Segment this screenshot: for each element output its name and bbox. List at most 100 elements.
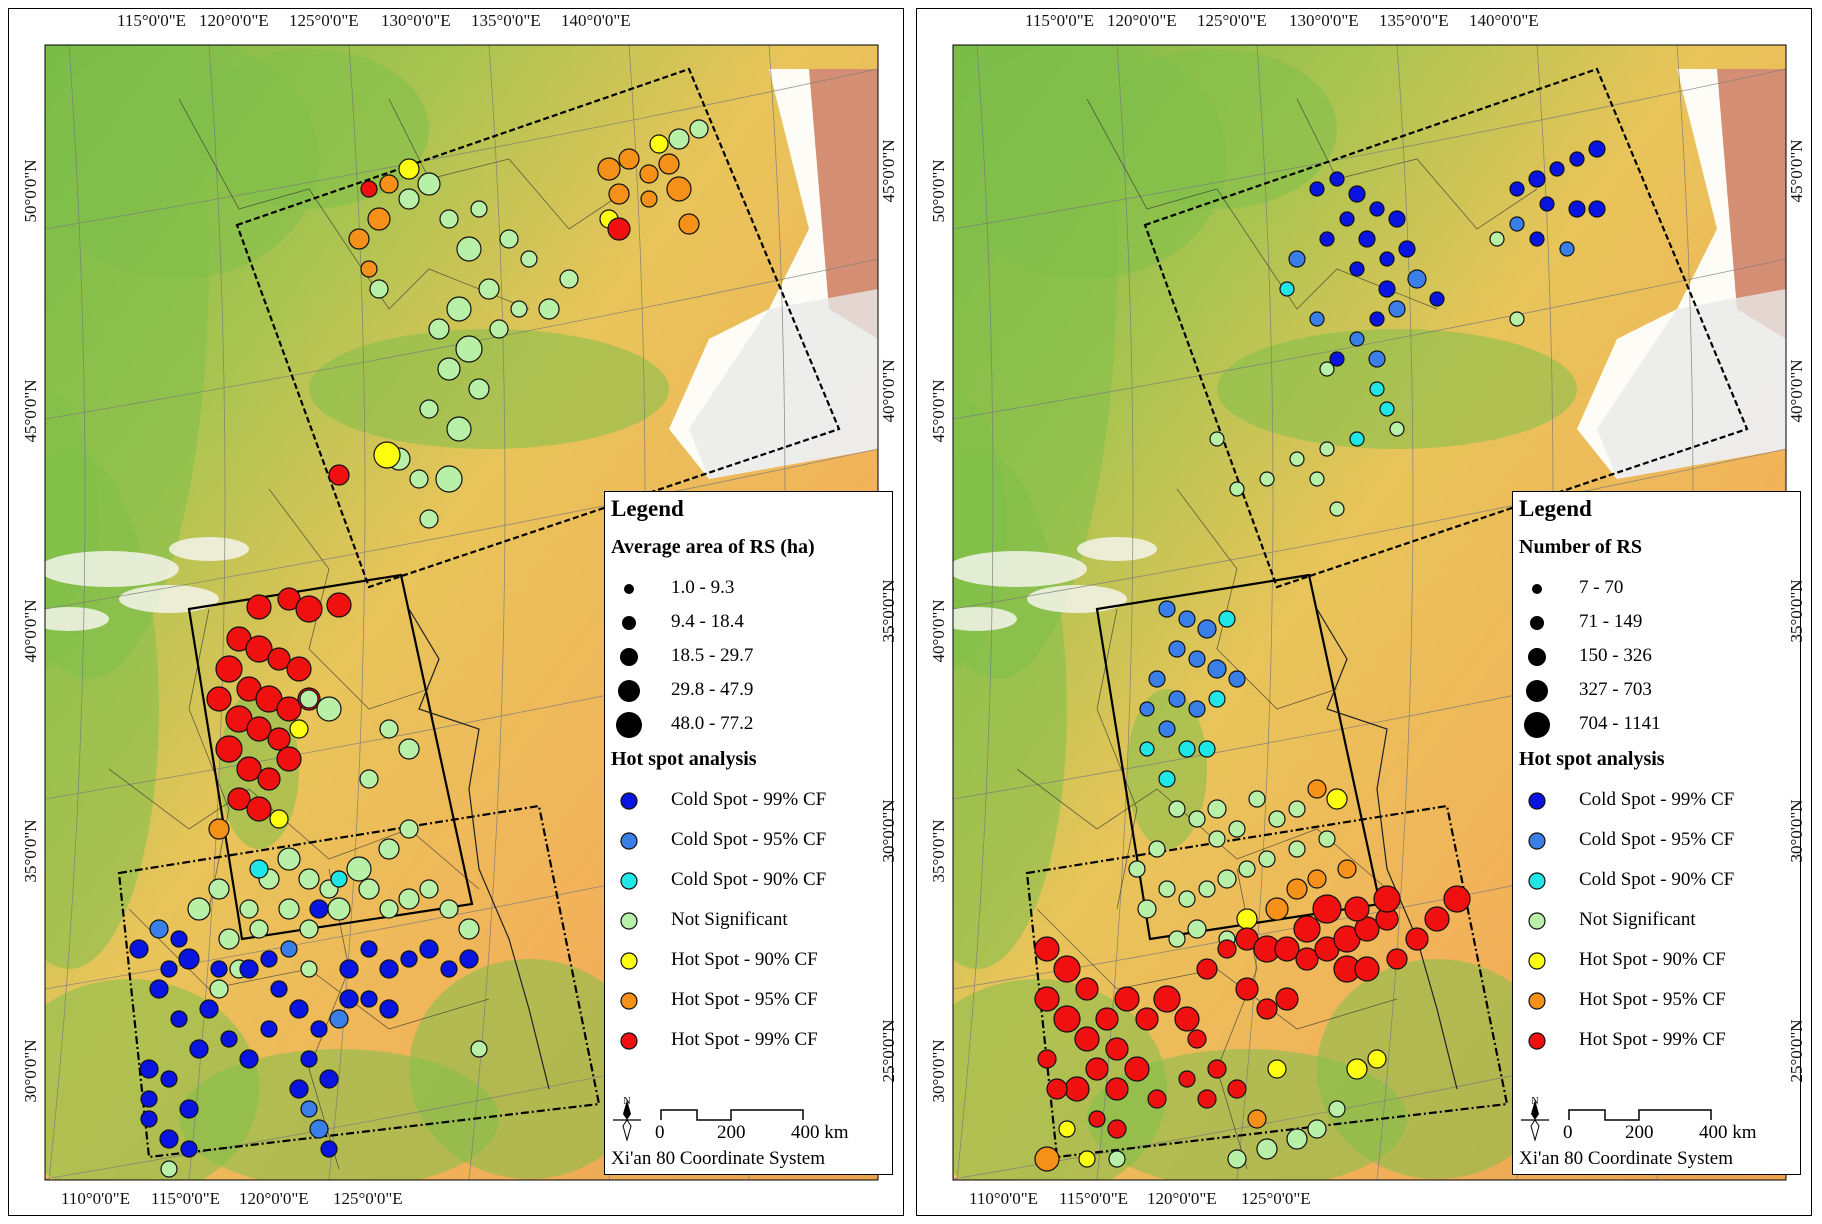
site-marker [1386, 948, 1408, 970]
site-marker [379, 174, 399, 194]
site-marker [658, 153, 680, 175]
coordinate-tick-label: 110°0'0"E [61, 1189, 131, 1208]
hot-spot-class-2: Cold Spot - 95% CF [1513, 826, 1802, 856]
site-marker [1588, 140, 1606, 158]
site-marker [246, 594, 272, 620]
site-marker [239, 1049, 259, 1069]
site-marker [199, 999, 219, 1019]
site-marker [180, 1140, 198, 1158]
site-marker [1107, 1119, 1127, 1139]
site-marker [1329, 171, 1345, 187]
hot-spot-class-4: Not Significant [605, 906, 894, 936]
site-marker [1105, 1077, 1129, 1101]
site-marker [309, 899, 329, 919]
site-marker [1369, 381, 1385, 397]
site-marker [1349, 431, 1365, 447]
site-marker [1168, 800, 1186, 818]
size-class-5: 48.0 - 77.2 [605, 710, 894, 740]
site-marker [1319, 441, 1335, 457]
site-marker [1267, 1059, 1287, 1079]
site-marker [437, 357, 461, 381]
site-marker [399, 819, 419, 839]
hot-spot-class-6: Hot Spot - 95% CF [605, 986, 894, 1016]
coordinate-tick-label: 50°0'0"N [21, 159, 40, 223]
site-marker [1326, 788, 1348, 810]
site-marker [668, 128, 690, 150]
site-marker [520, 250, 538, 268]
site-marker [1256, 1138, 1278, 1160]
site-marker [149, 919, 169, 939]
site-marker [276, 696, 302, 722]
site-markers [1034, 140, 1606, 1172]
site-marker [1208, 830, 1226, 848]
site-marker [267, 647, 291, 671]
site-marker [149, 979, 169, 999]
site-marker [1288, 800, 1306, 818]
site-marker [1064, 1076, 1090, 1102]
hot-spot-class-5: Hot Spot - 90% CF [1513, 946, 1802, 976]
coordinate-tick-label: 125°0'0"E [1241, 1189, 1311, 1208]
site-marker [1158, 600, 1176, 618]
scale-label-400: 400 km [1699, 1122, 1757, 1143]
site-marker [1037, 1049, 1057, 1069]
size-class-1: 1.0 - 9.3 [605, 574, 894, 604]
site-marker [398, 188, 420, 210]
site-marker [1248, 790, 1266, 808]
site-marker [1379, 401, 1395, 417]
site-marker [1293, 915, 1321, 943]
north-label: N [623, 1096, 630, 1107]
coordinate-tick-label: 35°0'0"N [929, 819, 948, 883]
site-marker [1188, 700, 1206, 718]
site-marker [236, 756, 262, 782]
site-marker [277, 847, 301, 871]
site-marker [419, 509, 439, 529]
site-marker [559, 269, 579, 289]
site-marker [1588, 200, 1606, 218]
coordinate-tick-label: 125°0'0"E [289, 11, 359, 30]
coordinate-tick-label: 135°0'0"E [1379, 11, 1449, 30]
site-marker [1095, 1007, 1119, 1031]
site-marker [140, 1110, 158, 1128]
coordinate-system-label: Xi'an 80 Coordinate System [1519, 1148, 1733, 1169]
site-marker [187, 897, 211, 921]
site-marker [1229, 481, 1245, 497]
site-marker [257, 767, 281, 791]
coordinate-tick-label: 120°0'0"E [199, 11, 269, 30]
site-marker [478, 278, 500, 300]
site-marker [1349, 331, 1365, 347]
site-marker [348, 228, 370, 250]
site-marker [1405, 927, 1429, 951]
site-marker [289, 719, 309, 739]
site-marker [379, 999, 399, 1019]
site-marker [369, 279, 389, 299]
site-marker [398, 158, 420, 180]
site-marker [1309, 471, 1325, 487]
site-marker [1217, 939, 1237, 959]
site-marker [1168, 640, 1186, 658]
site-marker [1307, 1119, 1327, 1139]
coordinate-tick-label: 25°0'0"N [1787, 1019, 1806, 1083]
site-marker [215, 735, 243, 763]
site-marker [1088, 1110, 1106, 1128]
north-arrow-icon [613, 1100, 641, 1142]
site-marker [1217, 869, 1237, 889]
site-marker [339, 989, 359, 1009]
scale-label-200: 200 [717, 1122, 746, 1143]
site-marker [300, 960, 318, 978]
site-marker [1209, 431, 1225, 447]
site-marker [1539, 196, 1555, 212]
site-marker [1265, 897, 1289, 921]
site-marker [1349, 261, 1365, 277]
site-marker [208, 818, 230, 840]
site-marker [1329, 501, 1345, 517]
site-marker [360, 260, 378, 278]
site-marker [470, 1040, 488, 1058]
hot-spot-class-4: Not Significant [1513, 906, 1802, 936]
site-marker [1369, 201, 1385, 217]
site-marker [1398, 240, 1416, 258]
site-marker [360, 180, 378, 198]
site-marker [398, 888, 420, 910]
site-marker [1354, 916, 1380, 942]
site-marker [1188, 650, 1206, 668]
site-marker [1549, 161, 1565, 177]
